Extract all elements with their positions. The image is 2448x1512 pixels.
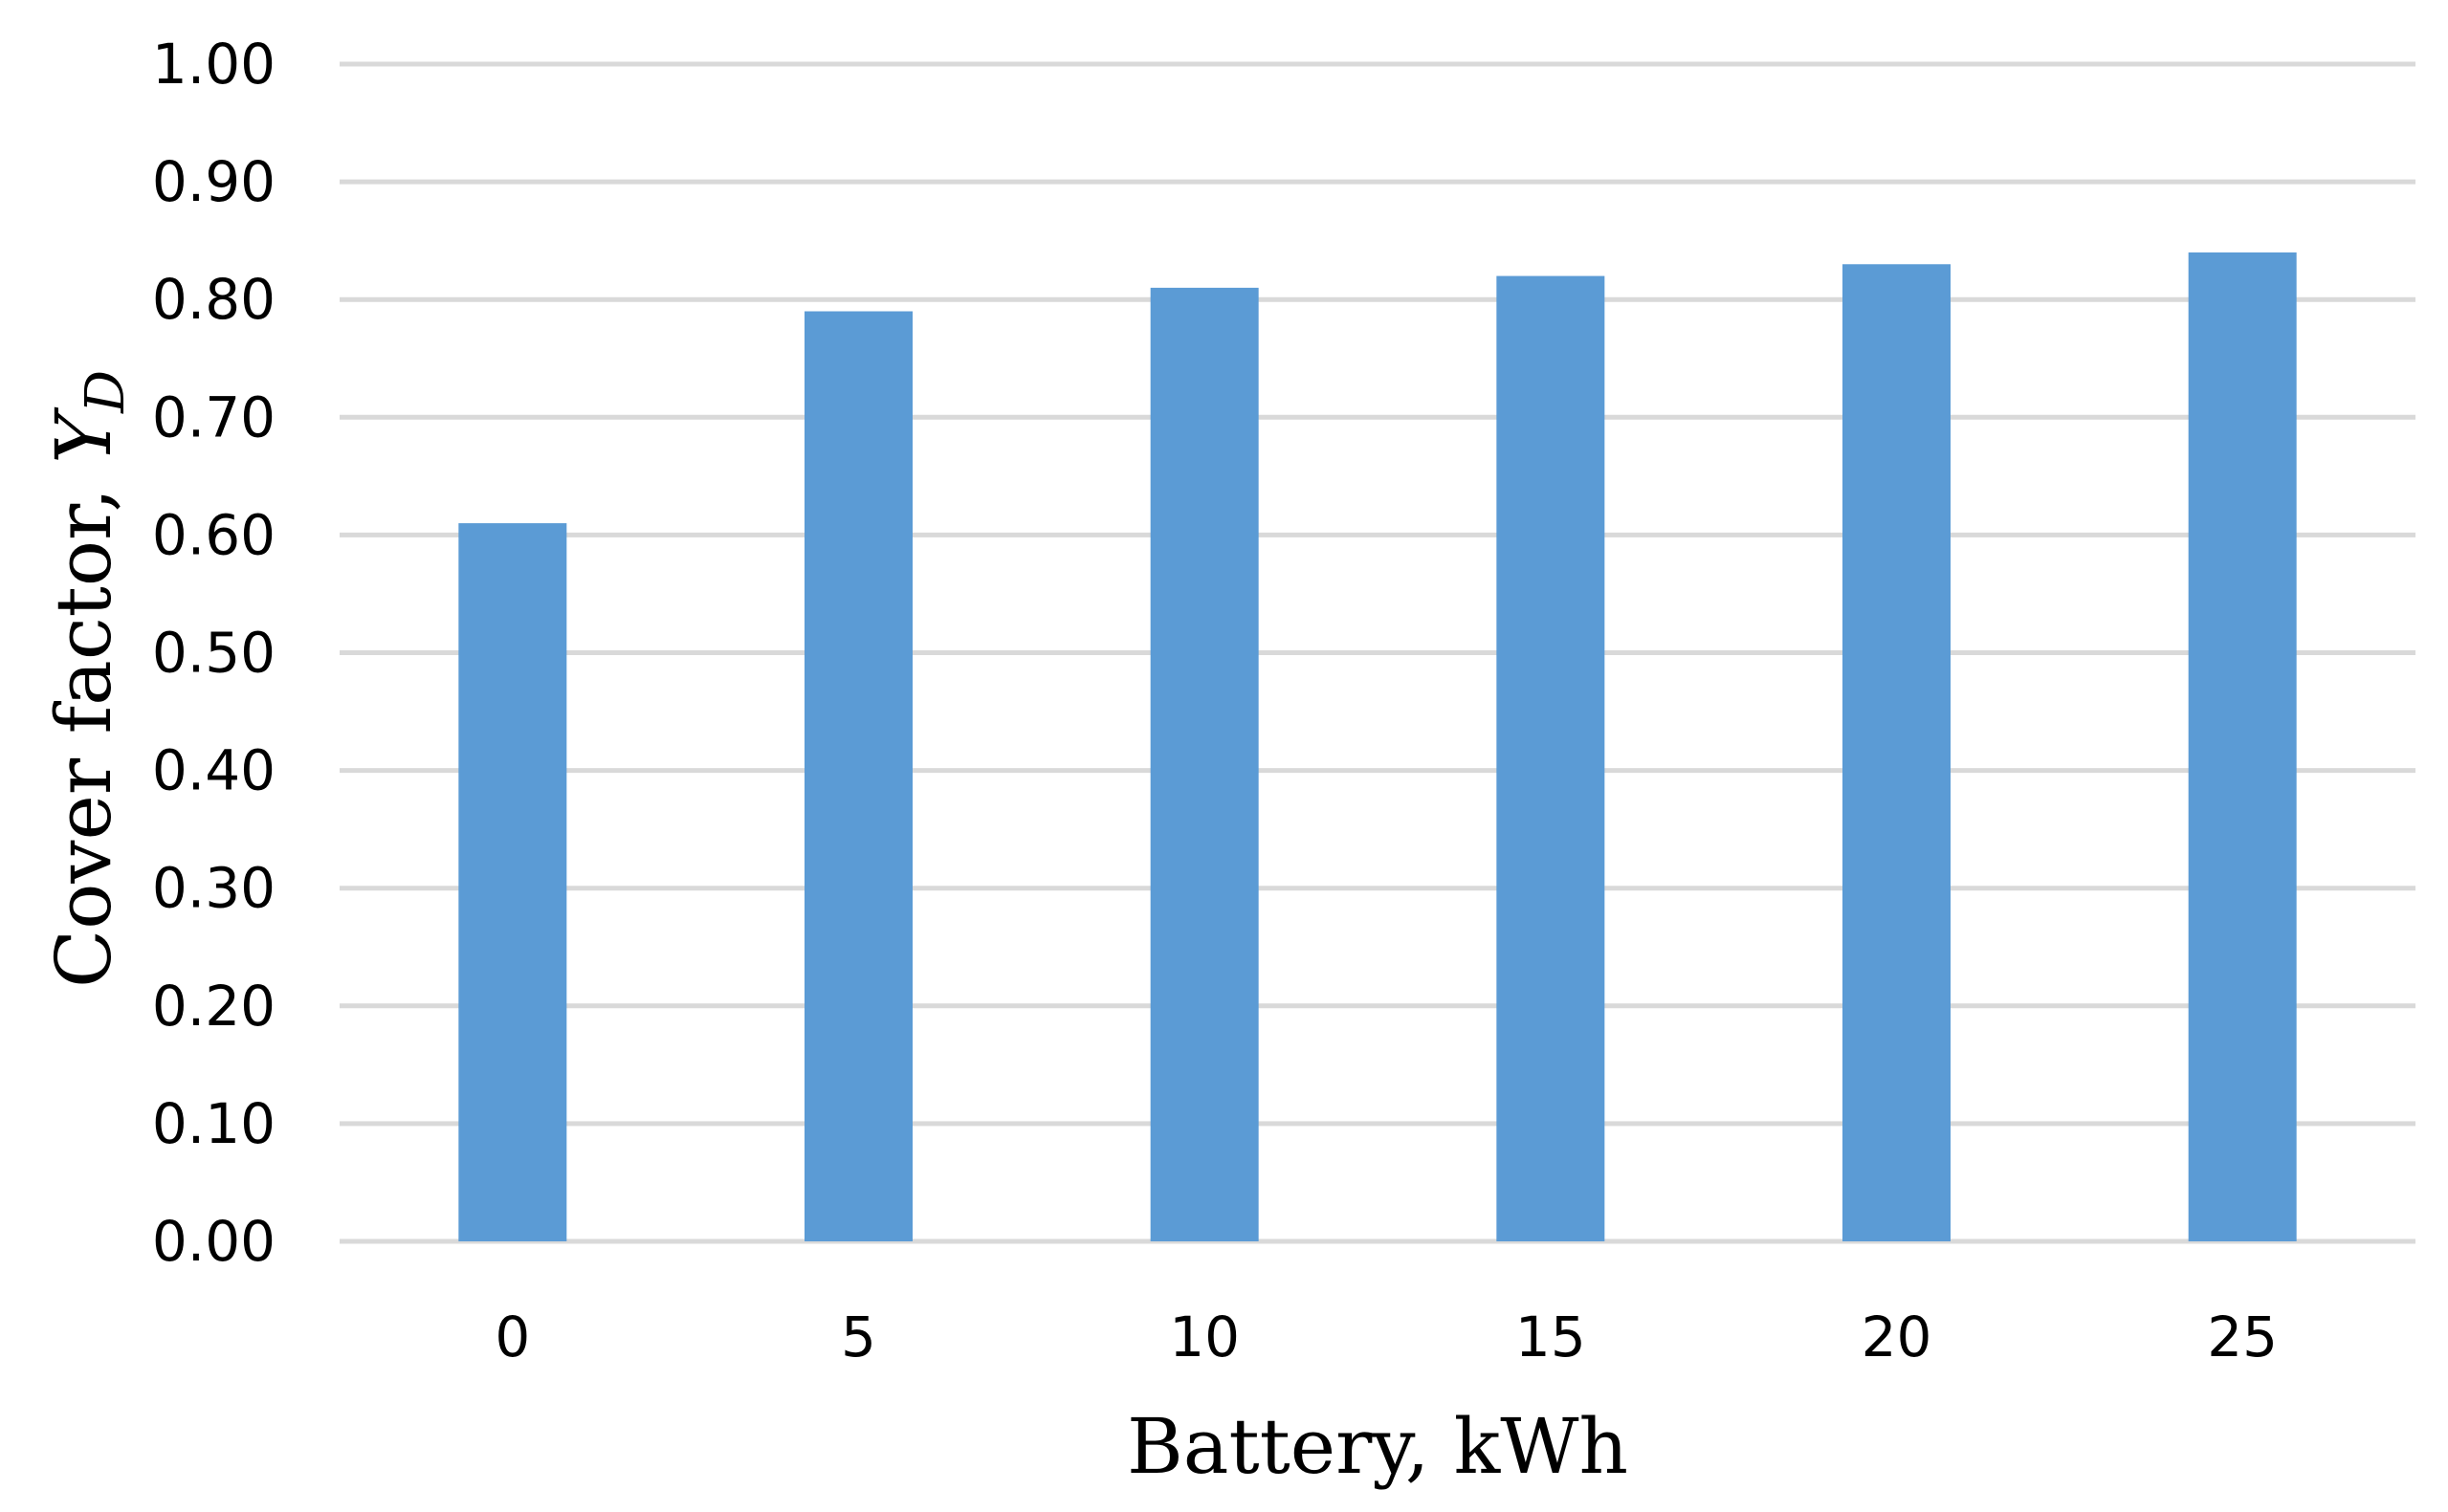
bars xyxy=(458,252,2297,1242)
bar-5 xyxy=(805,311,913,1241)
y-tick-label: 0.60 xyxy=(152,502,276,567)
y-axis-title-text: Cover factor, xyxy=(39,464,128,988)
y-axis-title-subscript: D xyxy=(75,370,137,414)
y-axis-title: Cover factor, YD xyxy=(39,370,137,988)
y-axis-title-symbol: Y xyxy=(39,406,128,464)
bar-20 xyxy=(1842,264,1951,1241)
gridlines xyxy=(340,61,2415,1244)
y-tick-label: 0.20 xyxy=(152,974,276,1039)
y-tick-label: 0.40 xyxy=(152,738,276,803)
y-tick-label: 0.30 xyxy=(152,856,276,921)
x-tick-label: 20 xyxy=(1862,1304,1932,1370)
y-tick-label: 0.00 xyxy=(152,1209,276,1274)
x-tick-label: 5 xyxy=(841,1304,876,1370)
x-tick-label: 25 xyxy=(2207,1304,2278,1370)
x-axis-tick-labels: 0 5 10 15 20 25 xyxy=(495,1304,2278,1370)
y-tick-label: 0.50 xyxy=(152,621,276,686)
x-axis-title: Battery, kWh xyxy=(1127,1402,1628,1491)
y-tick-label: 0.80 xyxy=(152,267,276,332)
y-tick-label: 0.10 xyxy=(152,1091,276,1156)
y-axis-tick-labels: 0.00 0.10 0.20 0.30 0.40 0.50 0.60 0.70 0.80 0.90… xyxy=(152,32,276,1274)
bar-15 xyxy=(1496,275,1605,1242)
y-tick-label: 0.70 xyxy=(152,384,276,449)
x-tick-label: 0 xyxy=(495,1304,530,1370)
bar-25 xyxy=(2188,252,2297,1242)
y-tick-label: 1.00 xyxy=(152,32,276,97)
bar-0 xyxy=(458,523,567,1241)
x-tick-label: 15 xyxy=(1515,1304,1586,1370)
x-tick-label: 10 xyxy=(1169,1304,1240,1370)
bar-10 xyxy=(1150,287,1259,1241)
y-tick-label: 0.90 xyxy=(152,149,276,214)
